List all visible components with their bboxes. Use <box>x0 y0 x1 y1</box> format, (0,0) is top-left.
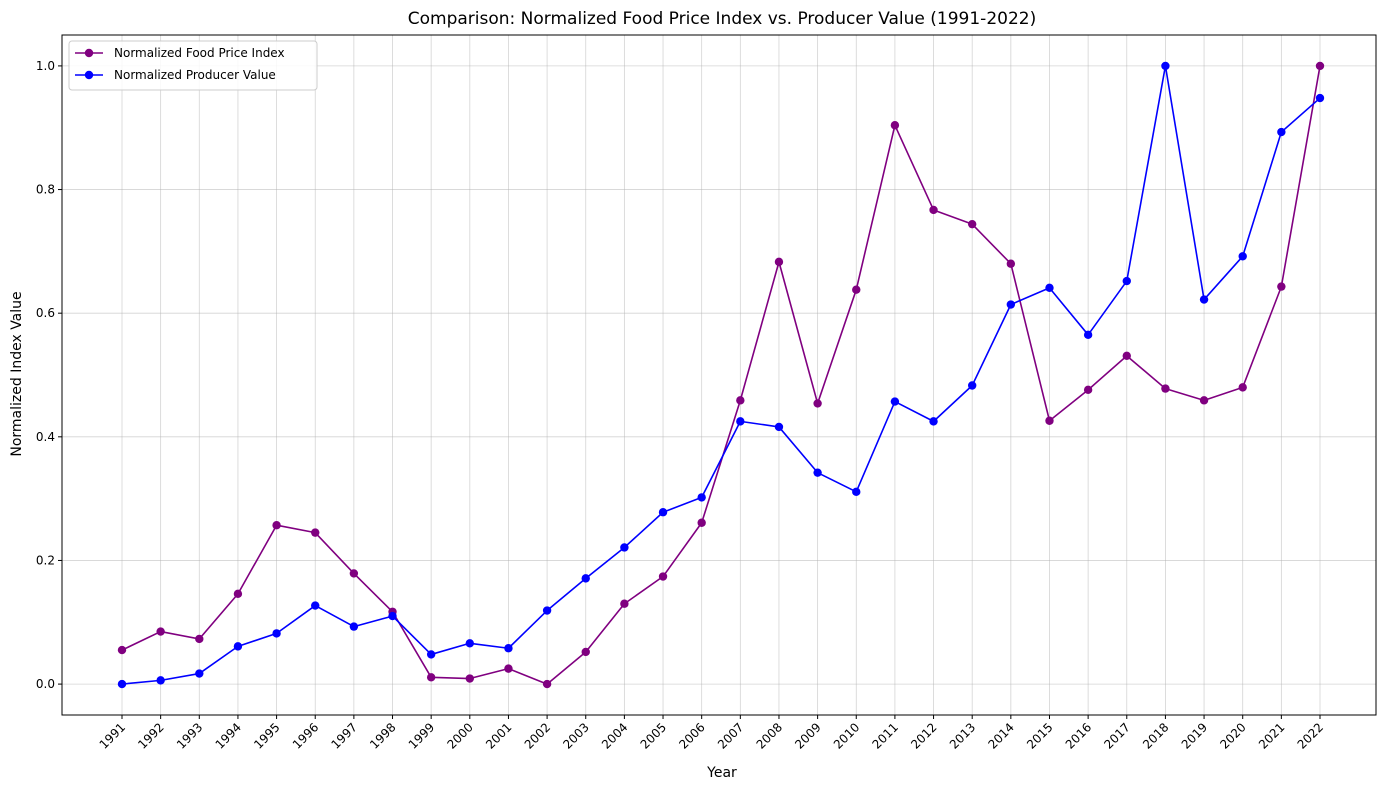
data-point <box>890 121 900 130</box>
data-point <box>1277 282 1286 291</box>
legend-item: Normalized Producer Value <box>75 68 276 82</box>
legend-item: Normalized Food Price Index <box>75 46 285 60</box>
data-point <box>697 518 706 527</box>
data-point <box>349 569 359 578</box>
data-point <box>1161 61 1170 71</box>
data-point <box>1045 416 1054 425</box>
data-point <box>195 634 204 644</box>
data-point <box>1315 61 1325 71</box>
data-point <box>1238 252 1247 261</box>
legend-marker <box>84 48 94 58</box>
data-point <box>156 627 165 636</box>
data-point <box>233 589 243 599</box>
data-point <box>117 645 127 655</box>
plot-frame <box>61 34 1377 716</box>
data-point <box>272 521 281 530</box>
data-point <box>813 468 822 477</box>
y-tick-label: 0.8 <box>36 183 55 197</box>
data-point <box>349 622 359 631</box>
y-tick-label: 1.0 <box>36 59 55 73</box>
data-point <box>1315 93 1325 103</box>
data-point <box>388 611 397 621</box>
data-point <box>504 644 513 653</box>
data-point <box>117 679 127 689</box>
data-point <box>311 601 320 610</box>
data-point <box>929 417 938 426</box>
data-point <box>1083 330 1093 340</box>
data-point <box>542 606 552 615</box>
data-point <box>697 493 706 502</box>
data-point <box>1045 283 1054 293</box>
data-point <box>581 574 590 583</box>
chart-title: Comparison: Normalized Food Price Index … <box>408 9 1036 29</box>
y-tick-label: 0.4 <box>36 430 55 444</box>
series-2 <box>117 61 1325 689</box>
data-point <box>967 381 977 390</box>
data-point <box>967 219 977 229</box>
y-axis-label: Normalized Index Value <box>9 291 25 456</box>
data-point <box>852 487 861 497</box>
data-point <box>890 397 900 406</box>
data-point <box>929 205 938 215</box>
data-point <box>426 650 436 659</box>
data-point <box>156 676 165 685</box>
y-tick-label: 0.0 <box>36 677 55 691</box>
series-1 <box>117 61 1325 689</box>
data-point <box>1238 383 1247 392</box>
data-point <box>426 673 436 682</box>
series-line <box>121 65 1321 685</box>
data-point <box>311 528 320 537</box>
data-point <box>1006 259 1016 268</box>
data-point <box>658 572 668 581</box>
data-point <box>736 396 745 405</box>
legend-label: Normalized Producer Value <box>114 68 276 82</box>
legend-label: Normalized Food Price Index <box>114 46 285 60</box>
y-axis: 0.0 0.2 0.4 0.6 0.8 1.0 <box>36 59 62 691</box>
data-point <box>504 664 513 673</box>
data-point <box>658 508 668 517</box>
data-point <box>1083 385 1093 395</box>
data-point <box>774 257 784 267</box>
data-point <box>465 639 475 648</box>
data-point <box>813 399 822 408</box>
data-point <box>1277 127 1286 137</box>
data-point <box>1122 276 1131 286</box>
data-point <box>774 422 784 432</box>
x-axis-label: Year <box>706 765 737 781</box>
legend-marker <box>84 70 94 80</box>
series-line <box>121 65 1321 685</box>
data-point <box>233 642 243 651</box>
data-point <box>1199 295 1209 304</box>
data-point <box>581 647 590 657</box>
data-point <box>736 417 745 426</box>
data-point <box>1161 384 1170 393</box>
legend-box <box>68 40 318 91</box>
data-point <box>852 285 861 294</box>
y-tick-label: 0.6 <box>36 306 55 320</box>
series-layer <box>117 61 1325 689</box>
legend: Normalized Food Price Index Normalized Pr… <box>68 40 318 91</box>
y-tick-label: 0.2 <box>36 553 55 567</box>
data-point <box>1199 396 1209 405</box>
data-point <box>620 599 629 608</box>
data-point <box>1122 351 1131 361</box>
data-point <box>1006 300 1016 309</box>
data-point <box>542 679 552 689</box>
data-point <box>195 669 204 678</box>
data-point <box>620 543 629 552</box>
data-point <box>465 674 475 683</box>
data-point <box>272 629 281 638</box>
